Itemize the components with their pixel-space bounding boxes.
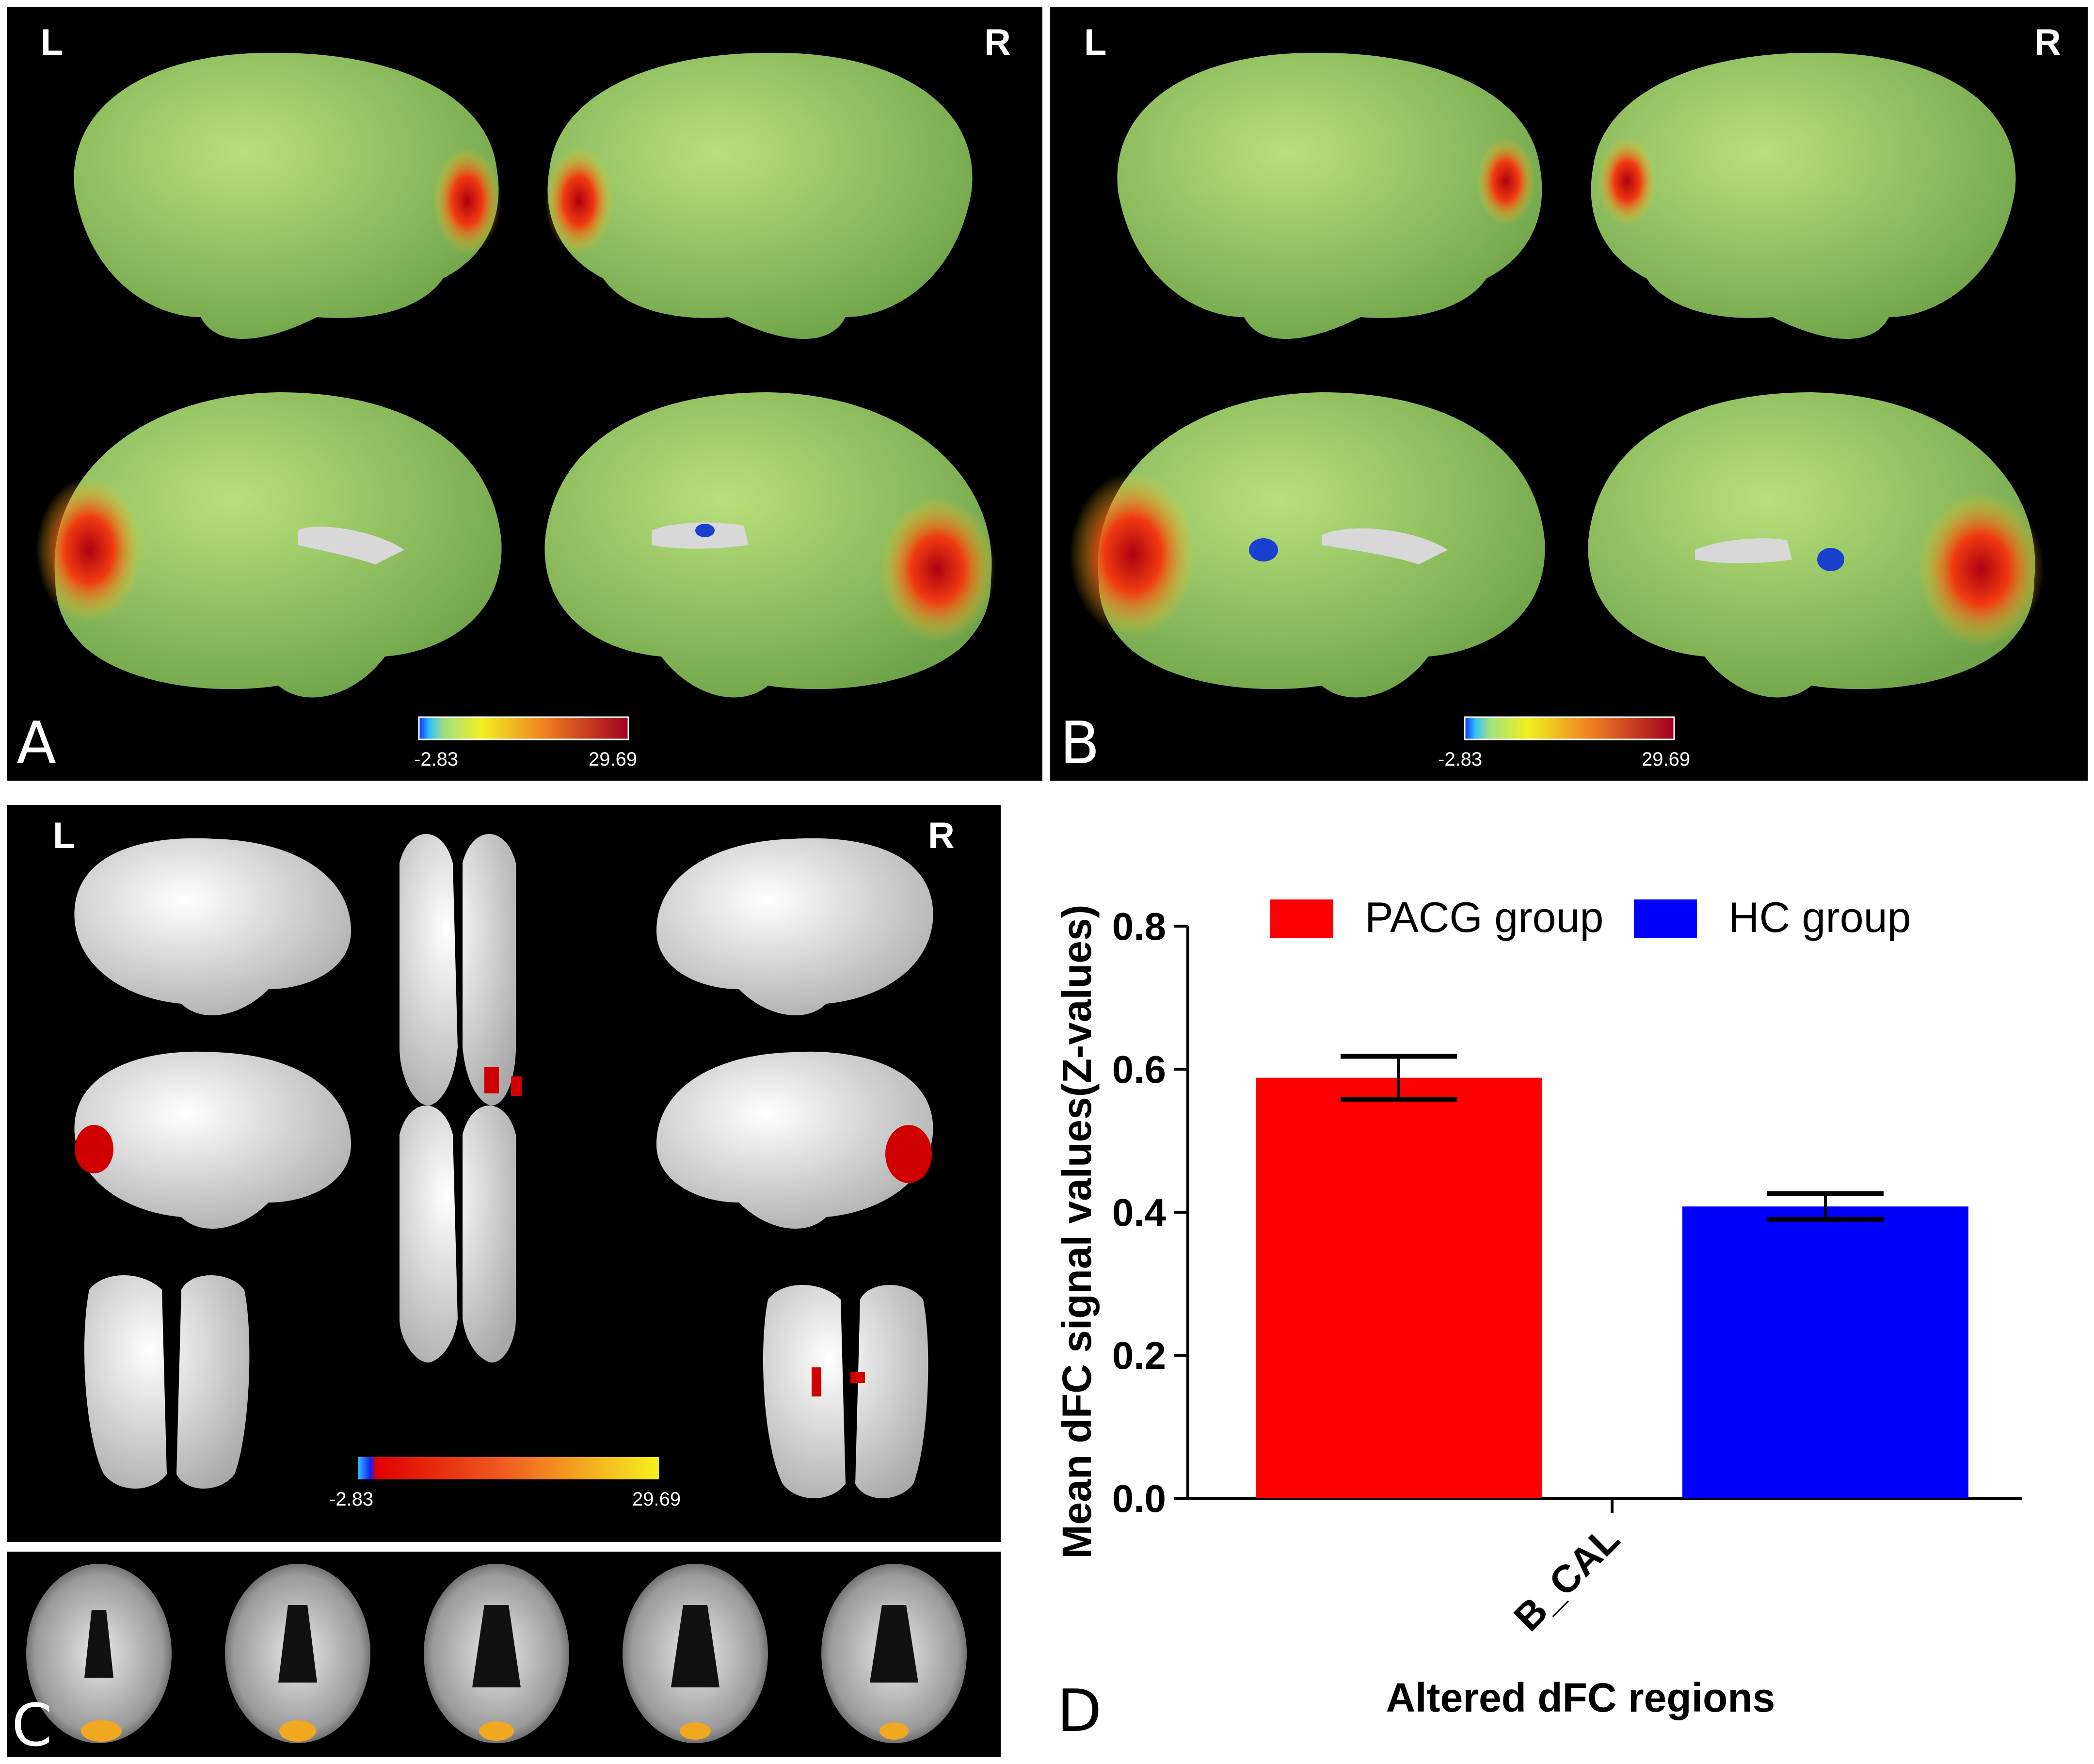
brain-medial-left (1098, 392, 1545, 698)
panel-c-axial-slices: C (7, 1552, 1001, 1757)
panel-letter: B (1060, 710, 1100, 777)
panel-c-brainnet-views: L R -2.83 29.69 (7, 805, 1001, 1542)
x-tick-label: B_CAL (1506, 1517, 1628, 1639)
axial-slice-1 (26, 1564, 172, 1743)
brain-lateral-right (547, 52, 973, 339)
panel-letter: C (12, 1692, 52, 1757)
brain-medial-right (1588, 392, 2035, 698)
brain-posterior (763, 1285, 928, 1498)
y-axis-label: Mean dFC signal values(Z-values) (1054, 904, 1100, 1558)
y-tick-label: 0.4 (1112, 1191, 1167, 1234)
brain-surface-renders (1070, 52, 2044, 740)
colorbar-max-label: 29.69 (632, 1489, 681, 1510)
brain-medial-left (54, 392, 502, 698)
brain-surface-renders (36, 52, 996, 740)
axial-slice-4 (623, 1564, 768, 1743)
colorbar-min-label: -2.83 (329, 1489, 374, 1510)
colorbar (358, 1457, 659, 1479)
colorbar (418, 716, 629, 740)
brain-medial-right (656, 1051, 933, 1229)
y-tick-label: 0.6 (1112, 1048, 1166, 1091)
bar-pacg-group (1256, 1077, 1542, 1498)
legend-swatch (1634, 899, 1697, 938)
legend-label: HC group (1728, 893, 1911, 941)
panel-b-surface-maps: L R -2.83 29.69 B (1050, 7, 2088, 781)
y-tick-label: 0.2 (1112, 1334, 1166, 1377)
axial-slice-images (26, 1564, 967, 1743)
axial-slice-3 (424, 1564, 569, 1743)
y-tick-label: 0.8 (1112, 905, 1166, 948)
colorbar-min-label: -2.83 (414, 749, 459, 770)
panel-letter: A (16, 710, 57, 777)
brain-lateral-left (74, 52, 499, 339)
left-hemisphere-label: L (53, 815, 76, 856)
brain-anterior (84, 1275, 250, 1489)
colorbar-max-label: 29.69 (589, 749, 638, 770)
brain-lateral-right (1591, 52, 2016, 339)
right-hemisphere-label: R (2034, 22, 2061, 63)
brain-ventral (400, 1106, 516, 1363)
axial-slice-2 (225, 1564, 370, 1743)
panel-d-bar-chart: 0.0 0.2 0.4 0.6 0.8 B_CAL Altered dFC regions M… (1018, 805, 2085, 1760)
x-axis-label: Altered dFC regions (1386, 1675, 1775, 1720)
brain-lateral-right (656, 838, 933, 1015)
brain-dorsal (400, 834, 516, 1106)
y-tick-label: 0.0 (1112, 1477, 1166, 1520)
colorbar-min-label: -2.83 (1438, 749, 1483, 770)
brain-medial-right (544, 392, 992, 698)
colorbar-max-label: 29.69 (1642, 749, 1691, 770)
legend-label: PACG group (1365, 893, 1603, 941)
legend-swatch (1270, 899, 1333, 938)
left-hemisphere-label: L (41, 22, 64, 63)
right-hemisphere-label: R (928, 815, 955, 856)
left-hemisphere-label: L (1084, 22, 1107, 63)
axial-slice-5 (821, 1564, 967, 1743)
brain-lateral-left (74, 838, 351, 1015)
brain-lateral-left (1117, 52, 1542, 339)
panel-letter: D (1057, 1678, 1102, 1745)
bar-hc-group (1682, 1206, 1968, 1498)
colorbar (1464, 716, 1675, 740)
brain-volume-renders (74, 834, 933, 1498)
bar-chart: 0.0 0.2 0.4 0.6 0.8 B_CAL Altered dFC regions M… (1054, 893, 2022, 1720)
brain-medial-left (74, 1051, 351, 1229)
panel-a-surface-maps: L R -2.83 29.6 (7, 7, 1042, 781)
right-hemisphere-label: R (984, 22, 1011, 63)
